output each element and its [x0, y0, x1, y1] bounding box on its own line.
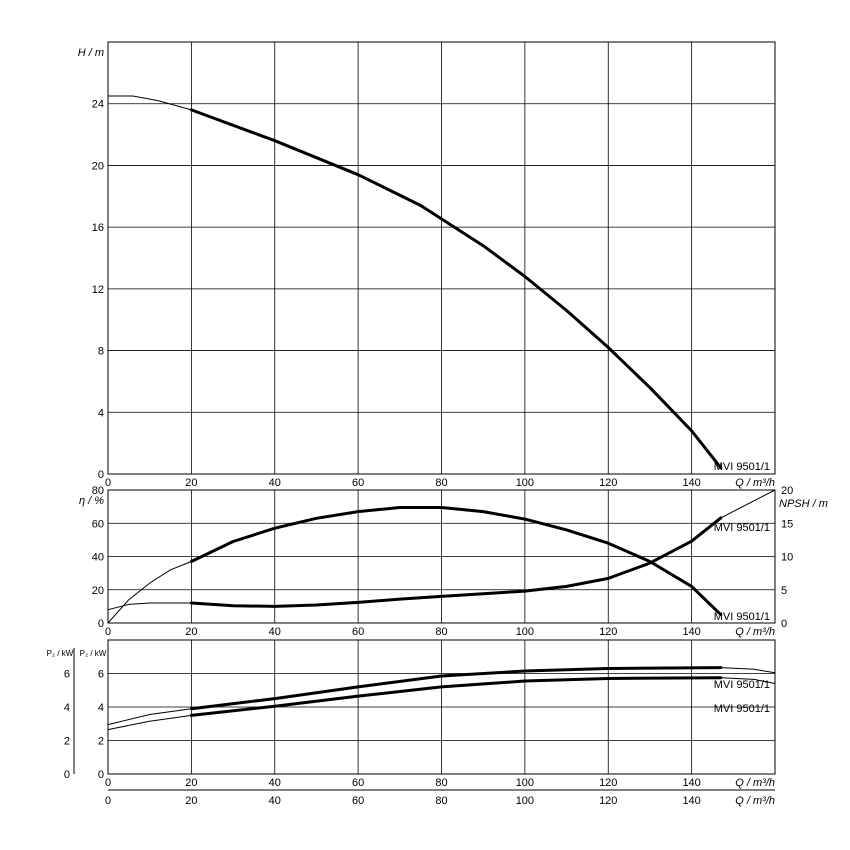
y-axis-title: η / % [79, 495, 104, 507]
series-thick-curve [189, 676, 723, 717]
series-thin-curve [107, 708, 192, 726]
x-tick-label: 60 [352, 626, 364, 638]
series-label: MVI 9501/1 [714, 679, 770, 691]
y-axis-title: P₂ / kW [80, 649, 107, 658]
y-tick-label: 8 [98, 346, 104, 358]
outer-y-axis-title: P₂ / kW [47, 649, 74, 658]
y-tick-label: 12 [92, 284, 104, 296]
secondary-x-tick-label: 20 [185, 795, 197, 807]
y-axis-title: H / m [78, 47, 104, 59]
outer-y-tick-label: 6 [64, 669, 70, 681]
x-tick-label: 40 [269, 626, 281, 638]
x-tick-label: 100 [516, 477, 534, 489]
x-axis-title: Q / m³/h [735, 477, 775, 489]
series-thin-curve-after [720, 667, 776, 674]
y-tick-label: 40 [92, 552, 104, 564]
x-tick-label: 120 [599, 626, 617, 638]
y-tick-label: 0 [98, 769, 104, 781]
y-tick-label: 60 [92, 518, 104, 530]
x-tick-label: 100 [516, 626, 534, 638]
x-tick-label: 140 [682, 477, 700, 489]
x-tick-label: 20 [185, 777, 197, 789]
series-label: MVI 9501/1 [714, 461, 770, 473]
series-label: MVI 9501/1 [714, 522, 770, 534]
series-label: MVI 9501/1 [714, 611, 770, 623]
y-tick-label: 4 [98, 407, 104, 419]
x-tick-label: 0 [105, 626, 111, 638]
y-tick-label: 6 [98, 669, 104, 681]
y2-tick-label: 10 [781, 552, 793, 564]
y-tick-label: 20 [92, 160, 104, 172]
secondary-x-tick-label: 100 [516, 795, 534, 807]
x-tick-label: 0 [105, 477, 111, 489]
x-tick-label: 140 [682, 777, 700, 789]
secondary-x-tick-label: 80 [435, 795, 447, 807]
y2-tick-label: 20 [781, 485, 793, 497]
y-tick-label: 4 [98, 702, 104, 714]
series-thick-curve [189, 516, 723, 608]
y-tick-label: 0 [98, 618, 104, 630]
x-tick-label: 80 [435, 477, 447, 489]
series-thin-curve [107, 714, 192, 731]
x-tick-label: 120 [599, 777, 617, 789]
x-tick-label: 0 [105, 777, 111, 789]
x-tick-label: 40 [269, 477, 281, 489]
series-thick-curve [189, 666, 723, 711]
x-tick-label: 100 [516, 777, 534, 789]
secondary-x-tick-label: 40 [269, 795, 281, 807]
outer-y-tick-label: 2 [64, 736, 70, 748]
efficiency-npsh-panel: 0 20 40 60 80 100 120 140 0 20 40 60 80 0 5 10 15 20 η / %… [79, 485, 828, 638]
y2-tick-label: 0 [781, 618, 787, 630]
head-panel: 0 20 40 60 80 100 120 140 0 4 8 12 16 20 24 H / m Q / m³… [78, 41, 776, 489]
y-tick-label: 20 [92, 585, 104, 597]
x-axis-title: Q / m³/h [735, 777, 775, 789]
series-thin-curve [107, 561, 192, 624]
x-tick-label: 60 [352, 777, 364, 789]
y-tick-label: 80 [92, 485, 104, 497]
x-tick-label: 120 [599, 477, 617, 489]
secondary-x-axis-title: Q / m³/h [735, 795, 775, 807]
x-tick-label: 80 [435, 777, 447, 789]
secondary-x-tick-label: 0 [105, 795, 111, 807]
y-tick-label: 24 [92, 99, 104, 111]
secondary-x-tick-label: 120 [599, 795, 617, 807]
y-tick-label: 16 [92, 222, 104, 234]
x-tick-label: 20 [185, 477, 197, 489]
x-tick-label: 60 [352, 477, 364, 489]
x-tick-label: 40 [269, 777, 281, 789]
x-axis-title: Q / m³/h [735, 626, 775, 638]
y-tick-label: 0 [98, 469, 104, 481]
series-thin-curve [107, 602, 192, 611]
y2-tick-label: 5 [781, 585, 787, 597]
y2-axis-title: NPSH / m [779, 498, 828, 510]
series-thick-curve [189, 506, 723, 617]
x-tick-label: 140 [682, 626, 700, 638]
y-tick-label: 2 [98, 736, 104, 748]
outer-y-tick-label: 0 [64, 769, 70, 781]
x-tick-label: 80 [435, 626, 447, 638]
outer-y-tick-label: 4 [64, 702, 70, 714]
series-thin-curve-after [720, 489, 776, 519]
y2-tick-label: 15 [781, 518, 793, 530]
x-tick-label: 20 [185, 626, 197, 638]
series-label: MVI 9501/1 [714, 703, 770, 715]
secondary-x-tick-label: 60 [352, 795, 364, 807]
series-thin-curve-after [720, 677, 776, 684]
series-thick-curve [189, 108, 723, 470]
secondary-x-tick-label: 140 [682, 795, 700, 807]
series-thin-curve [108, 95, 192, 111]
